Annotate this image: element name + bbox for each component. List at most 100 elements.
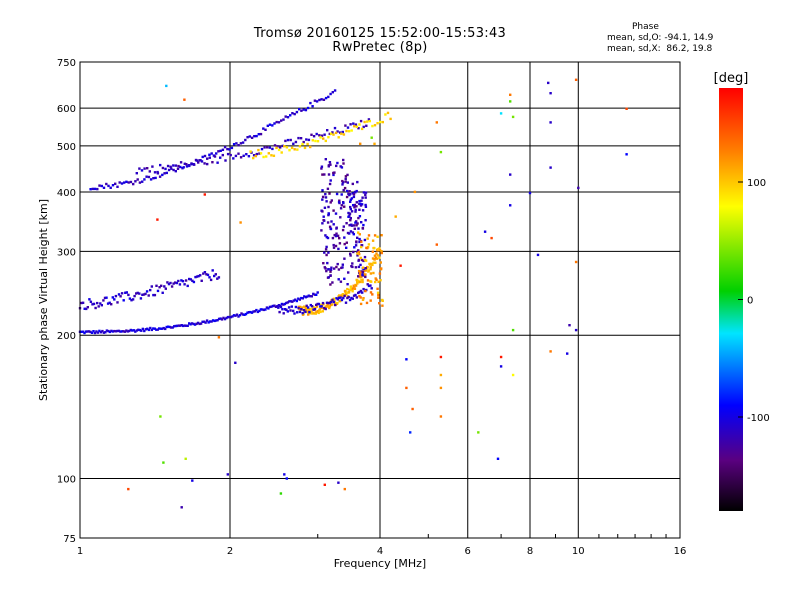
- echo-point: [232, 157, 235, 160]
- echo-point: [342, 296, 345, 300]
- echo-point: [265, 306, 269, 309]
- echo-point: [313, 293, 316, 296]
- echo-point: [358, 215, 362, 218]
- echo-point: [245, 153, 248, 156]
- echo-point: [345, 291, 348, 294]
- echo-point: [208, 153, 211, 156]
- echo-point: [358, 290, 361, 294]
- echo-point: [336, 234, 340, 237]
- echo-point: [336, 298, 340, 301]
- echo-point: [333, 233, 336, 237]
- echo-point: [499, 365, 503, 368]
- echo-point: [92, 302, 96, 306]
- echo-point: [353, 190, 357, 194]
- echo-point: [98, 329, 101, 333]
- echo-point: [148, 170, 151, 173]
- echo-point: [262, 308, 266, 312]
- echo-point: [353, 285, 356, 288]
- echo-point: [166, 281, 169, 284]
- echo-point: [355, 125, 359, 128]
- colorbar-tick-label: 0: [747, 296, 753, 307]
- echo-point: [339, 296, 342, 299]
- echo-point: [365, 124, 368, 127]
- echo-point: [100, 184, 103, 188]
- echo-point: [321, 173, 324, 176]
- echo-point: [162, 461, 165, 464]
- echo-point: [285, 146, 289, 149]
- echo-point: [208, 320, 212, 323]
- echo-point: [322, 98, 326, 101]
- echo-point: [275, 146, 278, 150]
- echo-point: [358, 233, 361, 236]
- echo-point: [125, 180, 128, 183]
- echo-point: [315, 132, 318, 136]
- echo-point: [328, 306, 331, 310]
- echo-point: [111, 330, 115, 333]
- echo-point: [509, 93, 512, 96]
- colorbar-tick-label: 100: [747, 178, 766, 189]
- echo-point: [255, 152, 258, 156]
- echo-point: [364, 275, 367, 279]
- echo-point: [83, 331, 86, 335]
- echo-point: [379, 120, 382, 124]
- echo-point: [86, 306, 89, 309]
- echo-point: [574, 328, 578, 332]
- echo-point: [362, 259, 365, 263]
- echo-point: [346, 296, 349, 300]
- echo-point: [315, 293, 318, 296]
- echo-point: [323, 133, 326, 136]
- echo-point: [323, 306, 326, 310]
- echo-point: [165, 84, 168, 88]
- echo-point: [309, 303, 312, 307]
- echo-point: [156, 328, 159, 331]
- echo-point: [159, 415, 162, 418]
- echo-point: [511, 115, 515, 119]
- echo-point: [367, 243, 371, 246]
- echo-point: [316, 302, 319, 306]
- echo-point: [271, 124, 274, 127]
- echo-point: [209, 278, 213, 282]
- echo-point: [242, 154, 245, 157]
- echo-point: [315, 305, 319, 308]
- echo-point: [328, 225, 332, 228]
- echo-point: [203, 162, 206, 165]
- echo-point: [324, 196, 328, 199]
- echo-point: [292, 142, 295, 145]
- echo-point: [320, 305, 323, 308]
- echo-point: [318, 98, 321, 102]
- echo-point: [348, 224, 351, 227]
- echo-point: [376, 248, 380, 251]
- echo-point: [340, 132, 343, 135]
- echo-point: [81, 301, 85, 304]
- echo-point: [358, 237, 361, 241]
- echo-point: [357, 227, 360, 230]
- echo-point: [306, 295, 309, 298]
- echo-point: [300, 307, 303, 311]
- echo-point: [405, 386, 408, 390]
- echo-point: [283, 308, 287, 311]
- echo-point: [332, 297, 336, 300]
- echo-point: [124, 291, 127, 294]
- echo-point: [373, 124, 377, 127]
- echo-point: [329, 300, 333, 304]
- echo-point: [413, 190, 417, 194]
- echo-point: [357, 291, 360, 295]
- echo-point: [333, 171, 336, 174]
- echo-point: [354, 123, 358, 126]
- echo-point: [186, 284, 189, 288]
- echo-point: [149, 326, 152, 330]
- echo-point: [354, 284, 358, 287]
- echo-point: [122, 299, 125, 302]
- echo-point: [350, 265, 353, 268]
- echo-point: [349, 252, 352, 255]
- echo-point: [577, 186, 580, 190]
- echo-point: [232, 314, 236, 317]
- echo-point: [349, 205, 352, 209]
- echo-point: [280, 151, 283, 154]
- echo-point: [206, 162, 209, 166]
- echo-point: [287, 306, 291, 309]
- echo-point: [378, 256, 381, 259]
- echo-point: [369, 299, 372, 302]
- echo-point: [137, 328, 140, 331]
- echo-point: [328, 192, 331, 195]
